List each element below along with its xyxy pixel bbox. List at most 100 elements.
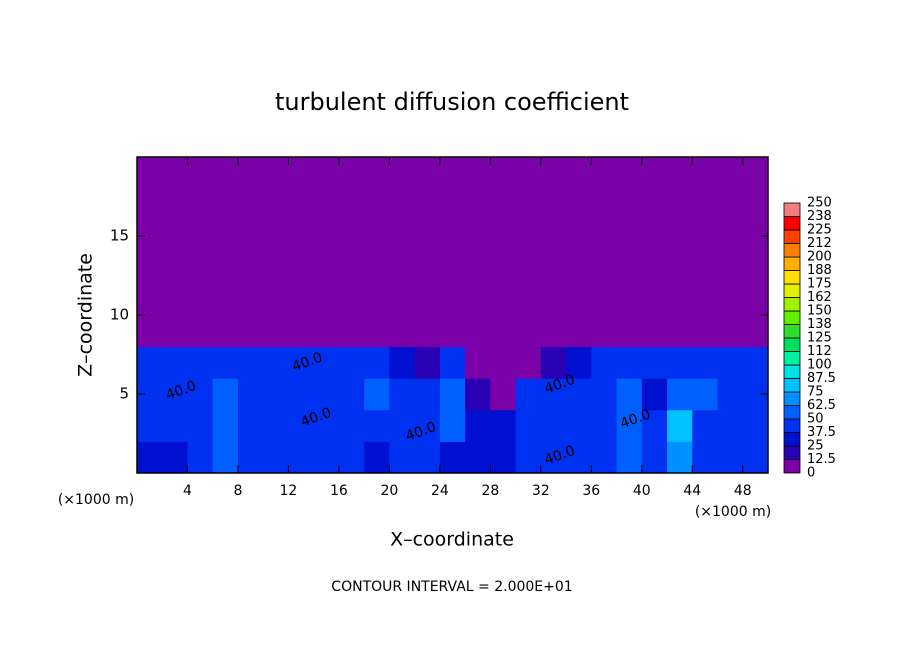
field-cell <box>566 378 592 411</box>
field-cell <box>515 346 542 379</box>
field-cell <box>212 157 239 190</box>
field-cell <box>237 346 264 379</box>
field-cell <box>212 220 239 253</box>
field-cell <box>490 251 517 284</box>
field-cell <box>338 157 365 190</box>
field-cell <box>465 283 491 316</box>
x-tick-label: 20 <box>380 483 398 499</box>
field-cell <box>212 346 239 379</box>
field-cell <box>692 157 719 190</box>
colorbar-cell <box>783 445 801 460</box>
y-tick-label: 10 <box>110 306 129 324</box>
field-cell <box>162 251 188 284</box>
colorbar-cell <box>783 391 801 406</box>
field-cell <box>414 441 441 474</box>
field-cell <box>540 315 567 348</box>
field-cell <box>540 409 567 442</box>
colorbar-cell <box>783 364 801 379</box>
field-cell <box>439 378 466 411</box>
field-cell <box>692 378 719 411</box>
field-cell <box>288 315 315 348</box>
field-cell <box>137 188 163 221</box>
field-cell <box>414 346 441 379</box>
field-cell <box>338 251 365 284</box>
colorbar-cell <box>783 229 801 244</box>
field-cell <box>515 157 542 190</box>
field-cell <box>490 157 517 190</box>
field-cell <box>667 346 693 379</box>
field-cell <box>162 409 188 442</box>
field-cell <box>187 378 214 411</box>
field-cell <box>414 409 441 442</box>
colorbar-label: 37.5 <box>807 425 836 440</box>
field-cell <box>288 220 315 253</box>
field-cell <box>212 378 239 411</box>
field-cell <box>137 251 163 284</box>
field-cell <box>616 220 643 253</box>
field-cell <box>717 157 744 190</box>
field-cell <box>288 409 315 442</box>
field-cell <box>364 378 390 411</box>
field-cell <box>338 283 365 316</box>
field-cell <box>263 346 289 379</box>
y-tick-label: 5 <box>119 385 129 403</box>
field-cell <box>162 346 188 379</box>
field-cell <box>263 441 289 474</box>
colorbar-cell <box>783 216 801 231</box>
field-cell <box>137 283 163 316</box>
colorbar-label: 138 <box>807 317 832 332</box>
colorbar-cell <box>783 324 801 339</box>
field-cell <box>187 220 214 253</box>
field-cell <box>515 315 542 348</box>
field-cell <box>187 409 214 442</box>
field-cell <box>717 346 744 379</box>
field-cell <box>540 283 567 316</box>
field-cell <box>137 441 163 474</box>
field-cell <box>313 157 340 190</box>
field-cell <box>364 409 390 442</box>
x-tick-label: 44 <box>683 483 701 499</box>
field-cell <box>692 251 719 284</box>
field-cell <box>137 409 163 442</box>
field-cell <box>389 378 416 411</box>
field-cell <box>439 409 466 442</box>
field-cell <box>641 220 668 253</box>
field-cell <box>389 441 416 474</box>
field-cell <box>540 378 567 411</box>
field-cell <box>313 441 340 474</box>
field-cell <box>212 315 239 348</box>
field-cell <box>465 346 491 379</box>
field-cell <box>591 157 618 190</box>
field-cell <box>439 157 466 190</box>
field-cell <box>237 251 264 284</box>
x-tick-label: 4 <box>183 483 192 499</box>
field-cell <box>414 251 441 284</box>
x-tick-label: 32 <box>532 483 550 499</box>
colorbar-label: 212 <box>807 236 832 251</box>
x-tick-label: 36 <box>582 483 600 499</box>
field-cell <box>389 251 416 284</box>
colorbar-label: 250 <box>807 196 832 211</box>
colorbar-label: 238 <box>807 209 832 224</box>
field-cell <box>566 346 592 379</box>
field-cell <box>667 220 693 253</box>
colorbar-label: 112 <box>807 344 832 359</box>
colorbar-label: 225 <box>807 223 832 238</box>
field-cell <box>667 378 693 411</box>
field-cell <box>313 378 340 411</box>
field-cell <box>742 409 769 442</box>
field-cell <box>414 315 441 348</box>
x-tick-label: 28 <box>481 483 499 499</box>
field-cell <box>162 220 188 253</box>
field-cell <box>288 346 315 379</box>
field-cell <box>540 251 567 284</box>
field-cell <box>263 220 289 253</box>
field-cell <box>641 188 668 221</box>
colorbar-label: 87.5 <box>807 371 836 386</box>
field-cell <box>414 378 441 411</box>
field-cell <box>667 251 693 284</box>
field-cell <box>742 251 769 284</box>
field-cell <box>288 157 315 190</box>
field-cell <box>742 283 769 316</box>
field-cell <box>616 188 643 221</box>
